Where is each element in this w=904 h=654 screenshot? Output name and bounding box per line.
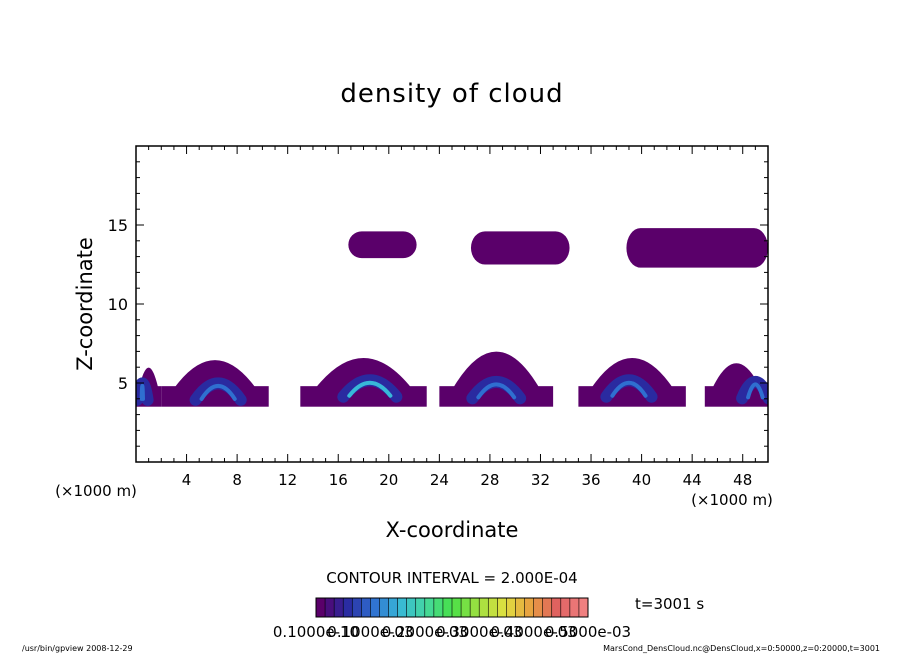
cloud-lower-band — [439, 386, 554, 407]
cloud-core-inner — [476, 382, 517, 400]
y-tick-label: 10 — [108, 295, 128, 314]
x-tick-label: 40 — [632, 471, 651, 489]
colorbar-cell — [397, 598, 408, 617]
cloud-lower-band — [300, 386, 427, 407]
cloud-core-outer — [736, 376, 768, 405]
x-tick-label: 20 — [379, 471, 398, 489]
cloud-upper-band — [470, 231, 570, 265]
cloud-core-outer — [337, 374, 403, 403]
cloud-region — [626, 228, 768, 268]
colorbar-cell — [388, 598, 399, 617]
colorbar-cell — [316, 598, 326, 617]
y-axis-label: Z-coordinate — [73, 237, 97, 371]
colorbar-tick-label: 0.1000e-03 — [327, 623, 413, 641]
x-tick-label: 8 — [232, 471, 242, 489]
cloud-region — [348, 231, 417, 259]
x-tick-label: 4 — [182, 471, 192, 489]
cloud-region — [704, 363, 768, 407]
x-unit-right: (×1000 m) — [691, 491, 773, 509]
colorbar-cell — [461, 598, 471, 617]
cloud-core-inner — [610, 380, 648, 398]
x-tick-label: 36 — [581, 471, 600, 489]
colorbar-cell — [479, 598, 489, 617]
colorbar-cell — [578, 598, 589, 617]
colorbar-cell — [343, 598, 353, 617]
cloud-lower-band — [578, 386, 686, 407]
colorbar-cell — [406, 598, 417, 617]
colorbar-cell — [379, 598, 390, 617]
x-tick-label: 16 — [329, 471, 348, 489]
colorbar-cell — [424, 598, 435, 617]
cloud-core-outer — [189, 377, 247, 406]
colorbar-cell — [542, 598, 553, 617]
colorbar-cell — [370, 598, 380, 617]
colorbar-cell — [524, 598, 535, 617]
colorbar — [315, 598, 589, 617]
cloud-region — [300, 357, 427, 407]
time-label: t=3001 s — [635, 595, 704, 613]
cloud-region — [439, 351, 554, 407]
footer-source: MarsCond_DensCloud.nc@DensCloud,x=0:5000… — [603, 644, 880, 653]
chart-title: density of cloud — [340, 79, 563, 109]
cloud-region — [161, 360, 269, 407]
cloud-region — [578, 357, 686, 407]
cloud-core-inner — [199, 383, 237, 401]
colorbar-cell — [442, 598, 453, 617]
cloud-dome — [591, 357, 673, 389]
colorbar-cell — [488, 598, 498, 617]
cloud-core-outer — [466, 376, 527, 405]
y-tick-label: 15 — [108, 216, 128, 235]
colorbar-cell — [325, 598, 335, 617]
cloud-region — [136, 367, 162, 407]
colorbar-tick-label: 0.2000e-03 — [382, 623, 468, 641]
x-tick-label: 44 — [683, 471, 702, 489]
x-tick-label: 24 — [430, 471, 449, 489]
cloud-upper-band — [626, 228, 768, 268]
colorbar-cell — [334, 598, 344, 617]
contour-interval: CONTOUR INTERVAL = 2.000E-04 — [326, 569, 577, 587]
colorbar-cell — [415, 598, 426, 617]
cloud-core-outer — [600, 374, 658, 403]
x-tick-label: 48 — [733, 471, 752, 489]
colorbar-cell — [452, 598, 462, 617]
x-tick-label: 28 — [480, 471, 499, 489]
cloud-core-inner — [746, 382, 765, 400]
cloud-core-inner — [347, 380, 393, 398]
cloud-dome — [453, 351, 540, 389]
colorbar-cell — [433, 598, 444, 617]
colorbar-labels: 0.1000e-100.1000e-030.2000e-030.3000e-03… — [273, 623, 631, 641]
footer-program: /usr/bin/gpview 2008-12-29 — [22, 644, 133, 653]
colorbar-tick-label: 0.1000e-10 — [273, 623, 359, 641]
colorbar-cell — [533, 598, 544, 617]
cloud-core-inner — [139, 383, 146, 401]
colorbar-frame — [315, 597, 589, 618]
cloud-region — [470, 231, 570, 265]
colorbar-cell — [361, 598, 371, 617]
cloud-dome — [174, 360, 256, 389]
colorbar-cell — [506, 598, 516, 617]
x-axis-label: X-coordinate — [386, 518, 519, 542]
colorbar-tick-label: 0.3000e-03 — [436, 623, 522, 641]
x-tick-label: 12 — [278, 471, 297, 489]
colorbar-cell — [515, 598, 526, 617]
colorbar-cell — [551, 598, 562, 617]
colorbar-tick-label: 0.5000e-03 — [545, 623, 631, 641]
x-tick-label: 32 — [531, 471, 550, 489]
colorbar-cell — [560, 598, 571, 617]
colorbar-tick-label: 0.4000e-03 — [490, 623, 576, 641]
plot-frame — [135, 145, 769, 463]
colorbar-cell — [497, 598, 507, 617]
x-unit-left: (×1000 m) — [55, 482, 137, 500]
colorbar-cell — [470, 598, 480, 617]
colorbar-cell — [352, 598, 362, 617]
plot-area — [136, 228, 768, 407]
colorbar-cell — [569, 598, 580, 617]
y-tick-label: 5 — [118, 374, 128, 393]
cloud-upper-band — [348, 231, 417, 259]
